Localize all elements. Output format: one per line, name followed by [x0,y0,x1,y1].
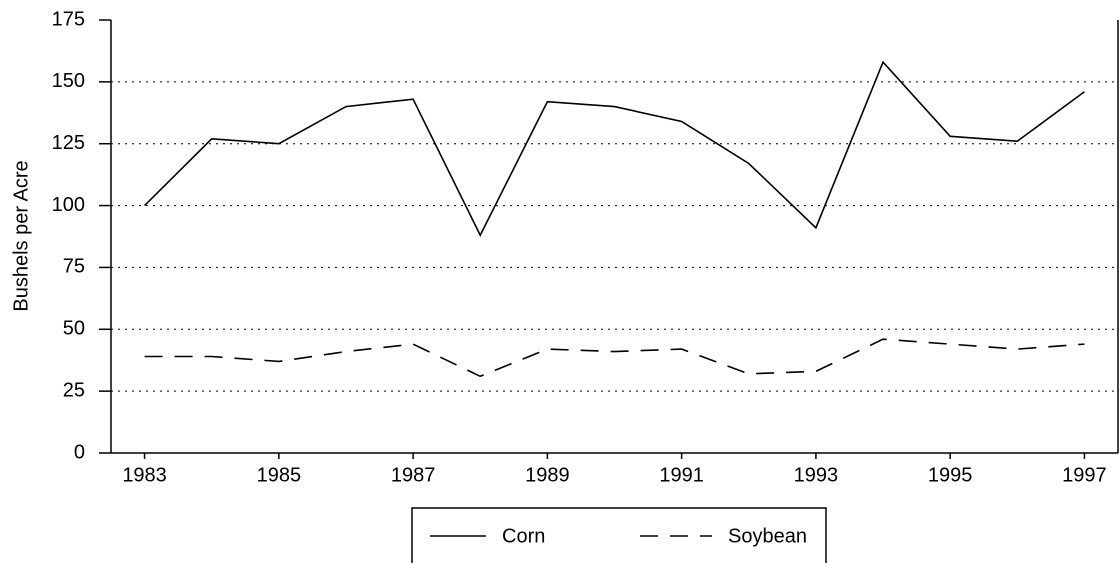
y-tick-label: 125 [52,132,85,154]
y-tick-label: 25 [63,379,85,401]
x-tick-label: 1983 [122,464,167,486]
y-tick-label: 0 [74,441,85,463]
y-tick-label: 150 [52,70,85,92]
y-tick-label: 100 [52,194,85,216]
y-tick-label: 50 [63,318,85,340]
y-tick-label: 175 [52,8,85,30]
x-tick-label: 1997 [1062,464,1107,486]
x-tick-label: 1985 [257,464,302,486]
x-tick-label: 1987 [391,464,436,486]
x-tick-label: 1989 [525,464,570,486]
series-line [144,60,1085,238]
x-tick-label: 1993 [794,464,839,486]
x-tick-label: 1995 [928,464,973,486]
series-line [144,338,1085,378]
y-axis-label: Bushels per Acre [10,160,32,311]
legend-label: Soybean [728,525,807,547]
legend-label: Corn [502,525,545,547]
y-tick-label: 75 [63,256,85,278]
x-tick-label: 1991 [659,464,704,486]
